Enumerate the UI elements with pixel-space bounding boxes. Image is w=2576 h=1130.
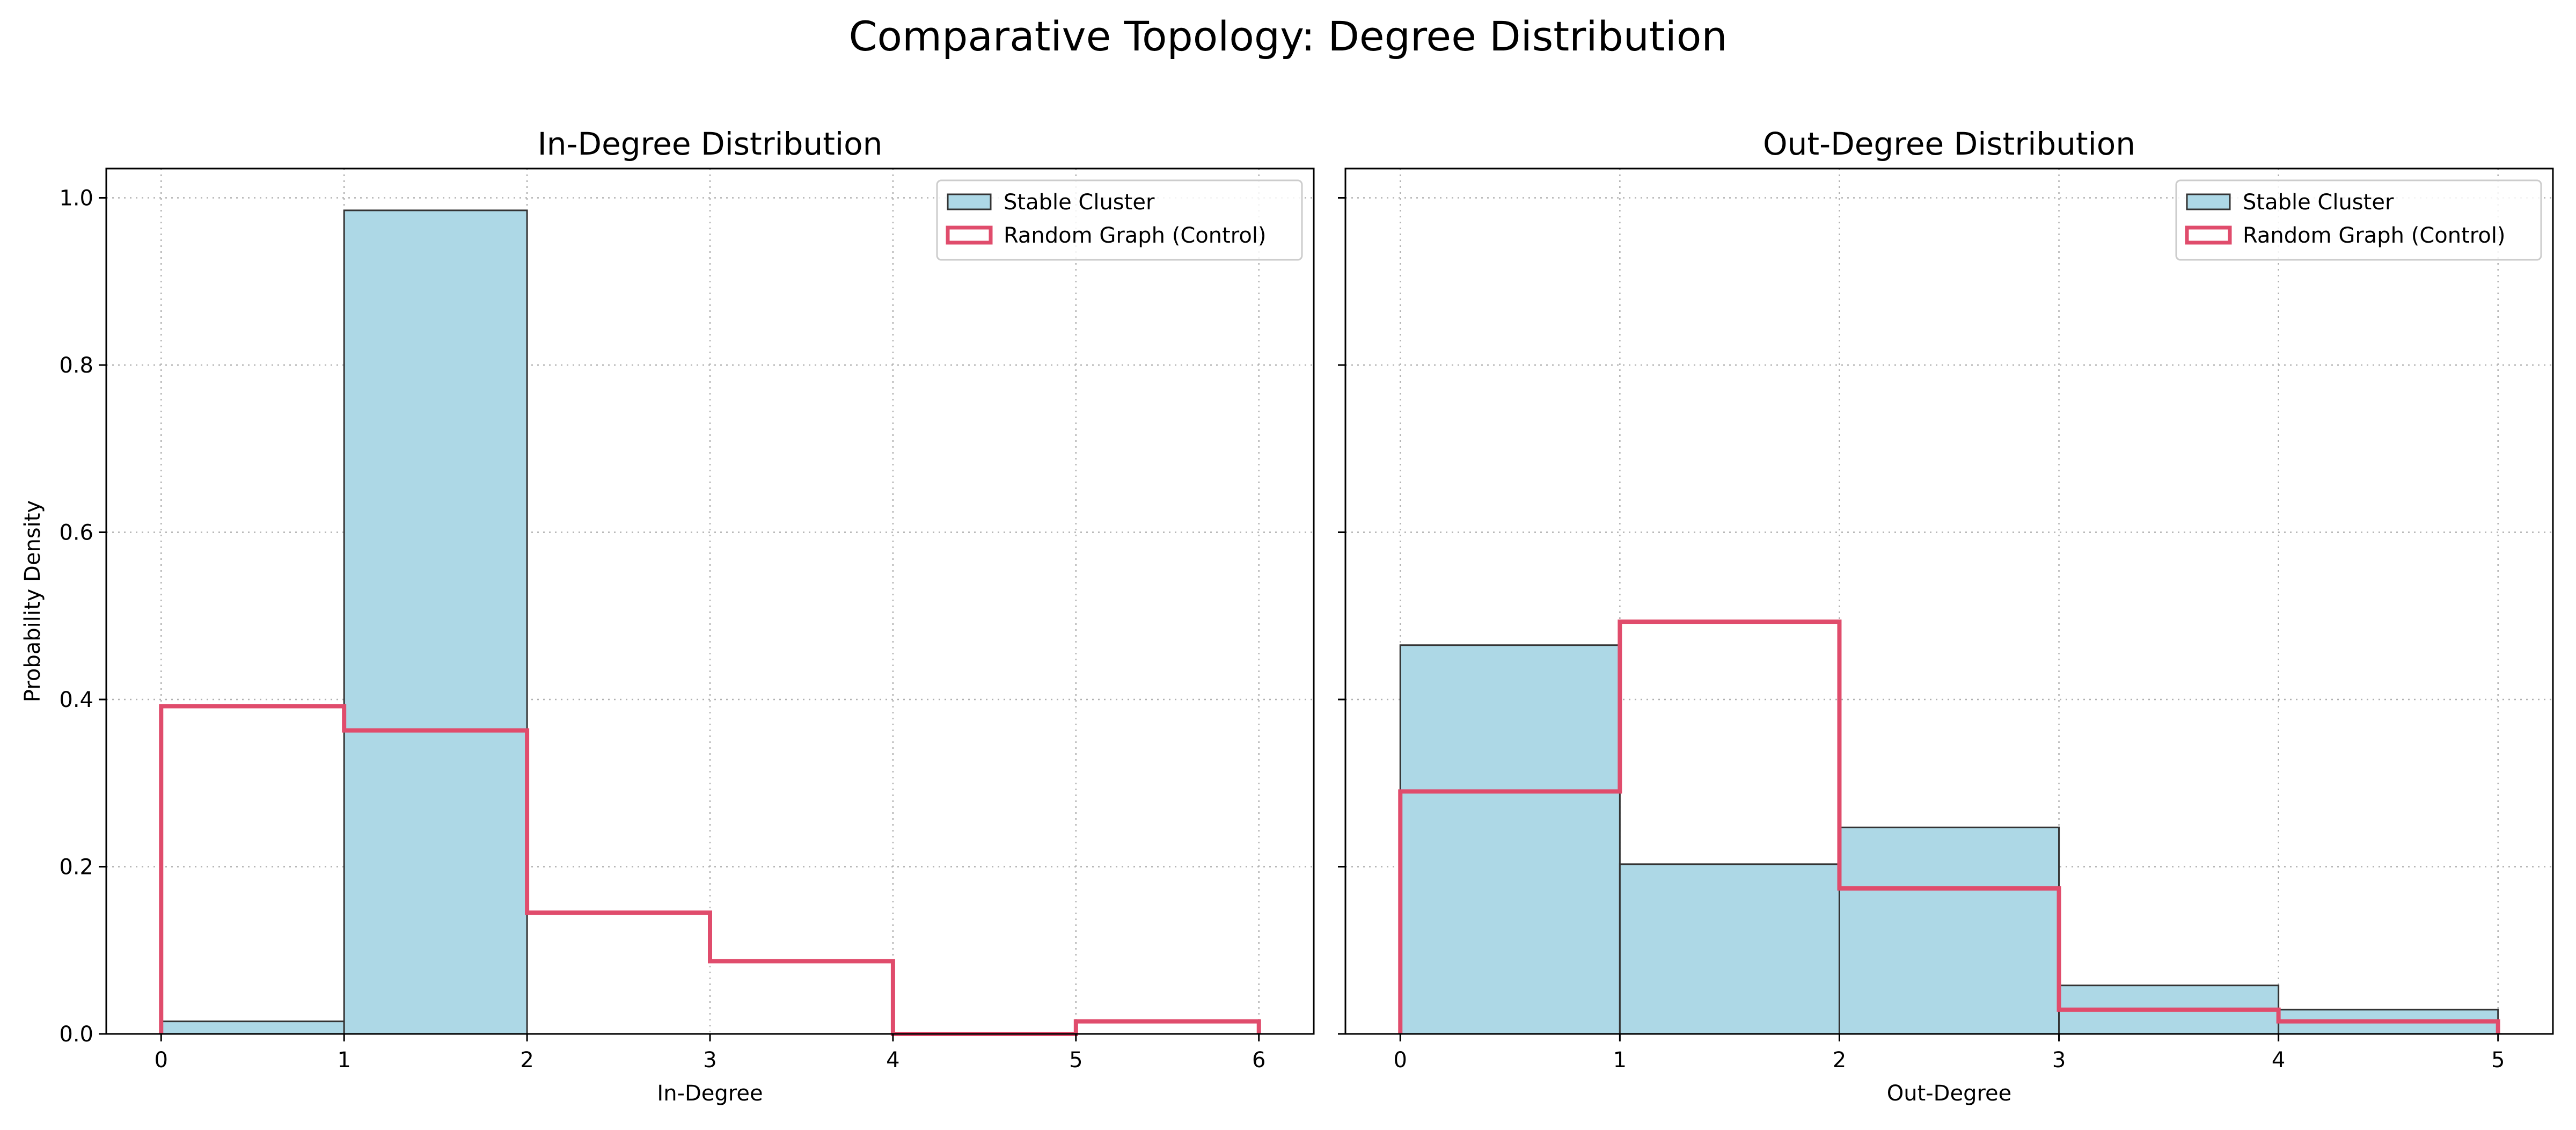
x-axis-label: Out-Degree bbox=[1887, 1081, 2012, 1106]
legend-swatch-stable-cluster bbox=[2186, 193, 2231, 210]
series-1 bbox=[1399, 644, 2499, 1035]
x-tick-label: 4 bbox=[886, 1048, 899, 1073]
x-tick-label: 1 bbox=[337, 1048, 350, 1073]
x-tick-label: 6 bbox=[1252, 1048, 1265, 1073]
legend-box bbox=[936, 179, 1303, 261]
bar-stable-cluster bbox=[1838, 826, 2060, 1035]
legend-swatch-random-graph bbox=[2185, 225, 2232, 245]
x-tick-label: 1 bbox=[1613, 1048, 1627, 1073]
series-1 bbox=[160, 209, 528, 1035]
panels: 0 1 2 3 4 5 6 0.0 0.2 0.4 0.6 0.8 1.0 In-Degree Distr… bbox=[20, 126, 2554, 1106]
x-tick-label: 5 bbox=[1069, 1048, 1082, 1073]
legend-swatch-stable-cluster bbox=[947, 193, 992, 210]
y-tick-label: 0.2 bbox=[59, 855, 93, 880]
legend: Stable Cluster Random Graph (Control) bbox=[936, 179, 1303, 261]
x-tick-label: 0 bbox=[1394, 1048, 1407, 1073]
y-tick-label: 0.6 bbox=[59, 521, 93, 545]
panel-title: In-Degree Distribution bbox=[538, 126, 883, 162]
legend-swatch-random-graph bbox=[946, 225, 993, 245]
bar-stable-cluster bbox=[1619, 863, 1840, 1035]
x-tick-label: 3 bbox=[2052, 1048, 2066, 1073]
legend-box bbox=[2175, 179, 2542, 261]
step-line-random-graph bbox=[1398, 619, 2500, 1034]
y-axis-label: Probability Density bbox=[20, 500, 45, 702]
series-2 bbox=[159, 704, 1261, 1036]
y-tick-label: 0.8 bbox=[59, 353, 93, 378]
x-tick-label: 0 bbox=[155, 1048, 168, 1073]
legend-label: Stable Cluster bbox=[2243, 190, 2394, 215]
legend-label: Random Graph (Control) bbox=[1004, 223, 1267, 248]
y-tick-label: 1.0 bbox=[59, 186, 93, 211]
bar-stable-cluster bbox=[343, 209, 528, 1035]
x-tick-label: 3 bbox=[703, 1048, 716, 1073]
panel-title: Out-Degree Distribution bbox=[1763, 126, 2135, 162]
x-tick-label: 4 bbox=[2272, 1048, 2285, 1073]
axes-frame bbox=[1344, 167, 2554, 1035]
legend: Stable Cluster Random Graph (Control) bbox=[2175, 179, 2542, 261]
bar-stable-cluster bbox=[1399, 644, 1621, 1035]
grid bbox=[106, 169, 1314, 1035]
x-tick-label: 5 bbox=[2491, 1048, 2505, 1073]
y-tick-label: 0.4 bbox=[59, 688, 93, 712]
legend-label: Random Graph (Control) bbox=[2243, 223, 2506, 248]
x-tick-label: 2 bbox=[520, 1048, 533, 1073]
step-line-random-graph bbox=[159, 704, 1261, 1036]
y-tick-label: 0.0 bbox=[59, 1022, 93, 1047]
panel-2: 0 1 2 3 4 5 Out-Degree Distribution Out-Degree S… bbox=[1338, 126, 2554, 1106]
series-2 bbox=[1398, 619, 2500, 1034]
bar-stable-cluster bbox=[160, 1020, 345, 1035]
panel-1: 0 1 2 3 4 5 6 0.0 0.2 0.4 0.6 0.8 1.0 In-Degree Distr… bbox=[20, 126, 1315, 1106]
figure-title: Comparative Topology: Degree Distributio… bbox=[848, 12, 1727, 60]
x-axis-label: In-Degree bbox=[657, 1081, 763, 1106]
legend-label: Stable Cluster bbox=[1004, 190, 1155, 215]
x-tick-label: 2 bbox=[1833, 1048, 1846, 1073]
